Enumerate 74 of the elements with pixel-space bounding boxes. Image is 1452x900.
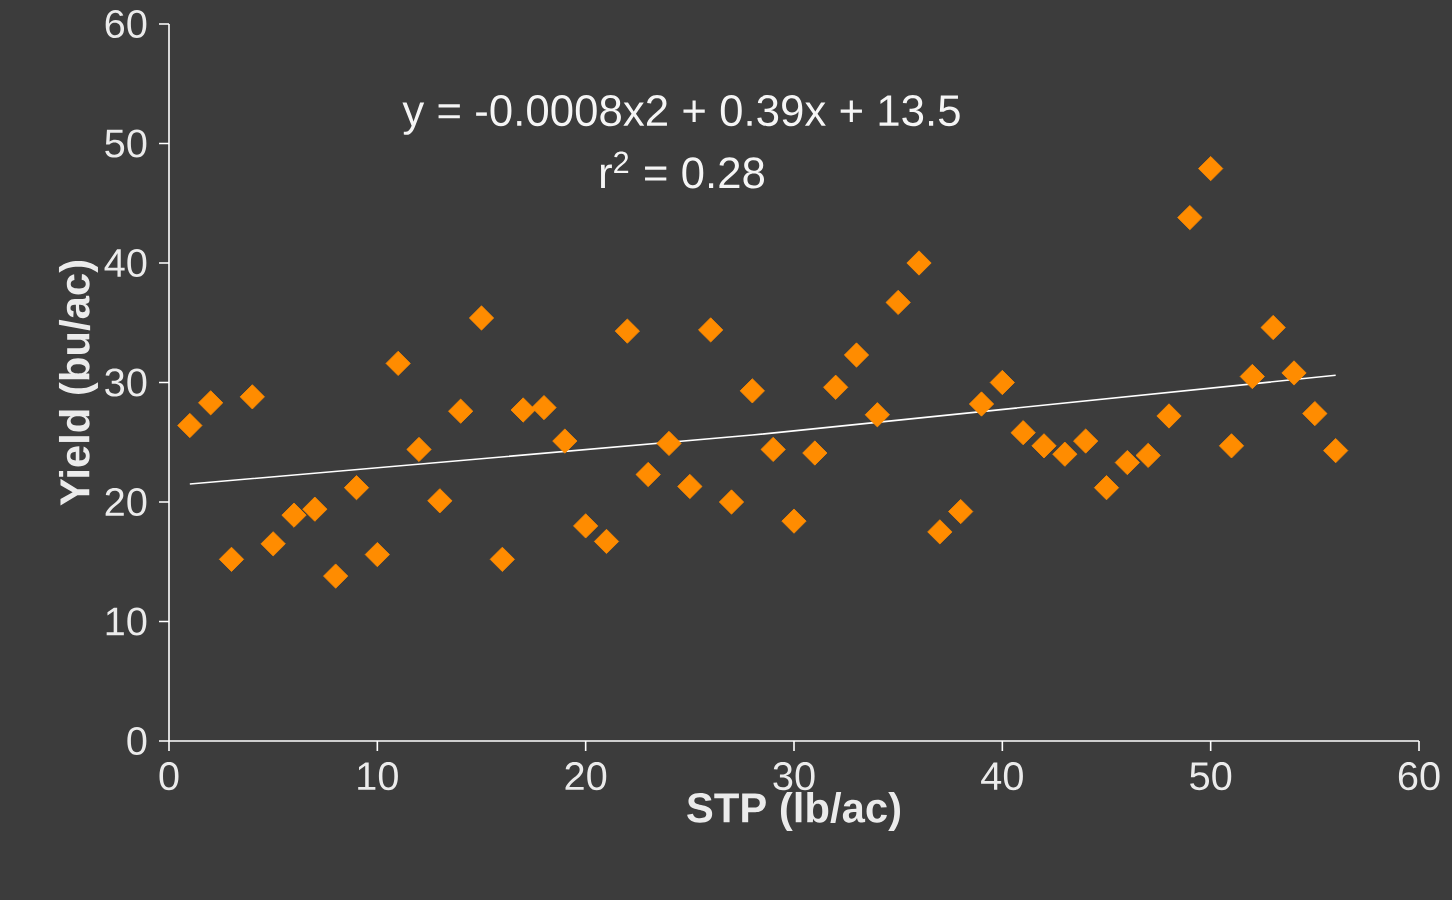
point (1323, 438, 1349, 464)
point (1093, 475, 1120, 501)
point (323, 563, 349, 589)
y-tick-label: 20 (105, 487, 147, 517)
point (635, 461, 661, 488)
y-tick-label: 40 (104, 248, 147, 278)
annotation: r$^{2}$ = 0.28 (600, 151, 765, 189)
annotation: y = -0.0008x2 + 0.39x + 13.5 (402, 95, 960, 135)
point (281, 502, 307, 528)
point (198, 390, 224, 416)
point (468, 305, 495, 331)
point (677, 473, 703, 500)
x-tick-label: 40 (981, 762, 1023, 791)
point (802, 440, 828, 466)
point (656, 430, 682, 457)
point (1052, 441, 1078, 467)
point (1239, 363, 1265, 390)
point (510, 397, 536, 423)
point (1281, 360, 1307, 386)
point (573, 513, 599, 539)
point (364, 542, 390, 568)
point (406, 436, 432, 462)
point (1073, 428, 1099, 454)
y-tick-label: 50 (105, 129, 147, 158)
y-axis-title: Yield (bu/ac) (58, 260, 98, 506)
y-tick-label: 60 (105, 9, 147, 39)
point (718, 489, 745, 515)
point (927, 519, 953, 545)
point (739, 378, 765, 404)
point (1177, 205, 1203, 231)
point (552, 428, 578, 454)
point (218, 546, 245, 572)
point (489, 546, 515, 572)
point (1156, 403, 1182, 429)
point (448, 398, 474, 424)
point (760, 436, 786, 462)
point (385, 350, 411, 376)
x-tick-label: 60 (1398, 762, 1440, 791)
y-tick-label: 30 (105, 368, 147, 397)
x-tick-label: 20 (565, 762, 607, 791)
point (864, 402, 890, 428)
point (906, 250, 932, 276)
point (239, 384, 265, 410)
point (427, 488, 453, 514)
y-tick-label: 0 (127, 726, 147, 756)
point (260, 531, 286, 557)
point (968, 391, 995, 417)
x-tick-label: 50 (1190, 762, 1232, 791)
point (885, 289, 911, 315)
point (1218, 433, 1245, 459)
point (1260, 314, 1286, 341)
point (593, 528, 620, 554)
point (823, 374, 849, 400)
point (177, 412, 203, 439)
point (614, 318, 640, 344)
x-tick-label: 30 (773, 762, 815, 791)
x-tick-label: 10 (358, 762, 398, 791)
point (343, 475, 370, 501)
x-axis-title: STP (lb/ac) (687, 791, 900, 831)
point (781, 508, 807, 534)
point (1010, 420, 1036, 446)
point (843, 342, 870, 368)
y-tick-label: 10 (106, 607, 147, 636)
point (1031, 433, 1057, 459)
point (1135, 442, 1161, 468)
point (1114, 450, 1140, 476)
point (1302, 401, 1328, 427)
x-tick-label: 0 (159, 762, 179, 791)
point (698, 317, 724, 343)
point (302, 496, 328, 522)
point (1198, 156, 1224, 182)
point (531, 395, 557, 421)
point (989, 369, 1015, 396)
point (948, 499, 974, 525)
